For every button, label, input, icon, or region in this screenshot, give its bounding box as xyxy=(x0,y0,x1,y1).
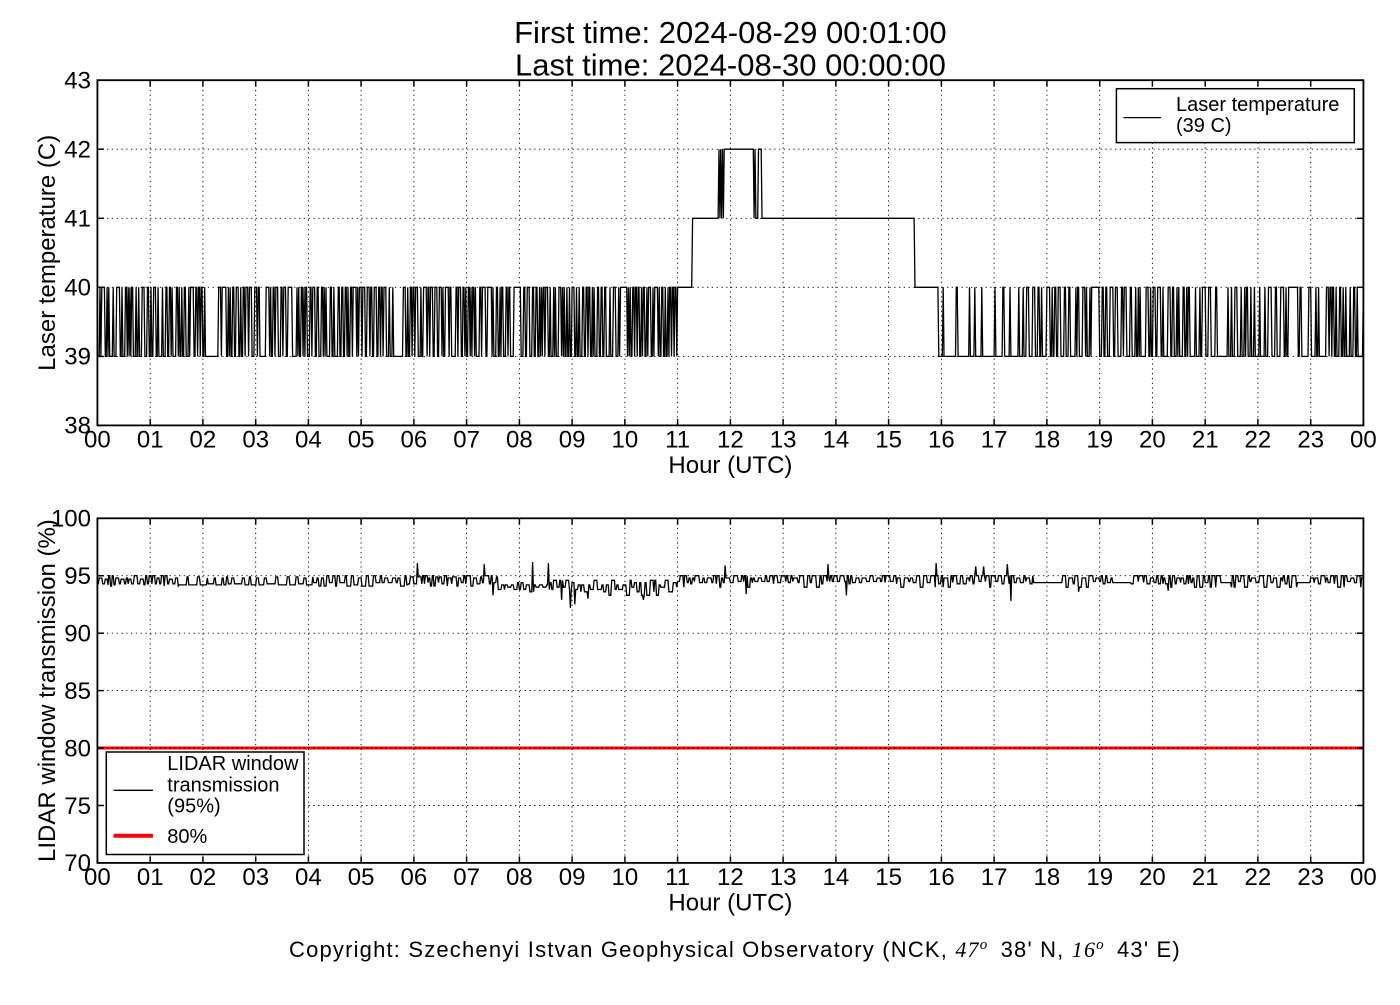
svg-text:02: 02 xyxy=(190,426,217,453)
svg-text:05: 05 xyxy=(348,864,375,891)
svg-text:14: 14 xyxy=(823,426,850,453)
svg-text:20: 20 xyxy=(1139,864,1166,891)
svg-text:100: 100 xyxy=(51,506,91,533)
svg-text:13: 13 xyxy=(770,426,797,453)
svg-text:07: 07 xyxy=(453,426,480,453)
svg-text:Laser temperature (C): Laser temperature (C) xyxy=(34,135,61,371)
svg-text:23: 23 xyxy=(1297,864,1324,891)
svg-text:22: 22 xyxy=(1245,864,1272,891)
svg-text:transmission: transmission xyxy=(167,774,279,796)
svg-text:18: 18 xyxy=(1034,426,1061,453)
svg-text:12: 12 xyxy=(717,426,744,453)
svg-text:00: 00 xyxy=(84,864,111,891)
svg-text:04: 04 xyxy=(295,426,322,453)
svg-text:70: 70 xyxy=(64,850,91,877)
svg-text:90: 90 xyxy=(64,621,91,648)
svg-text:13: 13 xyxy=(770,864,797,891)
svg-text:43: 43 xyxy=(64,68,91,95)
svg-text:02: 02 xyxy=(190,864,217,891)
svg-text:06: 06 xyxy=(401,426,428,453)
svg-text:Hour (UTC): Hour (UTC) xyxy=(668,890,792,917)
svg-text:05: 05 xyxy=(348,426,375,453)
svg-text:42: 42 xyxy=(64,137,91,164)
svg-text:95: 95 xyxy=(64,563,91,590)
svg-text:85: 85 xyxy=(64,678,91,705)
svg-text:09: 09 xyxy=(559,864,586,891)
svg-text:00: 00 xyxy=(1350,864,1377,891)
svg-text:38: 38 xyxy=(64,413,91,440)
svg-text:03: 03 xyxy=(242,426,269,453)
svg-text:15: 15 xyxy=(875,426,902,453)
svg-text:06: 06 xyxy=(401,864,428,891)
svg-text:17: 17 xyxy=(981,864,1008,891)
svg-text:04: 04 xyxy=(295,864,322,891)
svg-text:19: 19 xyxy=(1086,864,1113,891)
svg-text:03: 03 xyxy=(242,864,269,891)
svg-text:21: 21 xyxy=(1192,426,1219,453)
svg-text:16: 16 xyxy=(928,426,955,453)
svg-text:LIDAR window: LIDAR window xyxy=(167,753,299,775)
svg-text:17: 17 xyxy=(981,426,1008,453)
svg-text:12: 12 xyxy=(717,864,744,891)
svg-text:80: 80 xyxy=(64,735,91,762)
svg-text:40: 40 xyxy=(64,275,91,302)
svg-text:LIDAR window transmission (%): LIDAR window transmission (%) xyxy=(34,519,61,862)
svg-text:First time: 2024-08-29 00:01:0: First time: 2024-08-29 00:01:00 xyxy=(514,15,947,50)
svg-text:19: 19 xyxy=(1086,426,1113,453)
svg-text:11: 11 xyxy=(665,864,690,891)
svg-text:18: 18 xyxy=(1034,864,1061,891)
svg-text:01: 01 xyxy=(137,864,164,891)
svg-text:22: 22 xyxy=(1245,426,1272,453)
svg-text:00: 00 xyxy=(84,426,111,453)
svg-text:(39 C): (39 C) xyxy=(1176,115,1232,137)
svg-text:(95%): (95%) xyxy=(167,796,220,818)
svg-text:15: 15 xyxy=(875,864,902,891)
svg-text:Copyright: Szechenyi Istvan Ge: Copyright: Szechenyi Istvan Geophysical … xyxy=(289,937,1181,962)
svg-text:Hour (UTC): Hour (UTC) xyxy=(668,452,792,479)
svg-text:23: 23 xyxy=(1297,426,1324,453)
svg-text:41: 41 xyxy=(64,206,91,233)
svg-text:10: 10 xyxy=(612,864,639,891)
svg-text:75: 75 xyxy=(64,793,91,820)
svg-text:16: 16 xyxy=(928,864,955,891)
svg-text:14: 14 xyxy=(823,864,850,891)
svg-text:00: 00 xyxy=(1350,426,1377,453)
svg-text:01: 01 xyxy=(137,426,164,453)
svg-text:80%: 80% xyxy=(167,826,207,848)
svg-text:07: 07 xyxy=(453,864,480,891)
svg-text:09: 09 xyxy=(559,426,586,453)
svg-text:08: 08 xyxy=(506,864,533,891)
svg-text:Last time: 2024-08-30 00:00:00: Last time: 2024-08-30 00:00:00 xyxy=(515,48,946,83)
svg-text:08: 08 xyxy=(506,426,533,453)
svg-text:11: 11 xyxy=(665,426,690,453)
svg-text:Laser temperature: Laser temperature xyxy=(1176,94,1339,116)
svg-text:10: 10 xyxy=(612,426,639,453)
svg-text:21: 21 xyxy=(1192,864,1219,891)
svg-text:20: 20 xyxy=(1139,426,1166,453)
svg-text:39: 39 xyxy=(64,344,91,371)
